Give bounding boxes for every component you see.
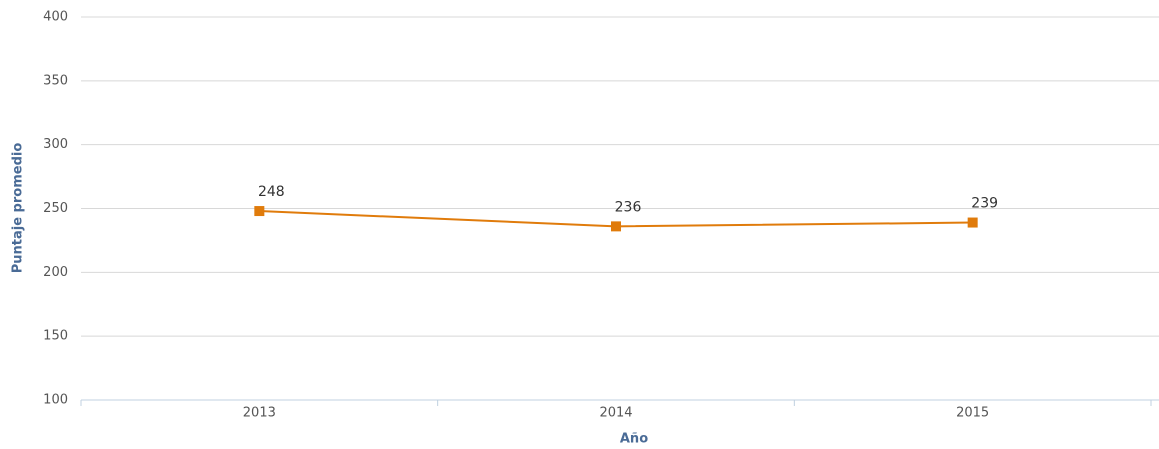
- data-label: 236: [615, 199, 642, 215]
- marker: [967, 217, 978, 228]
- x-tick-label: 2013: [243, 406, 276, 421]
- marker: [254, 206, 265, 217]
- data-label: 239: [971, 196, 998, 212]
- x-axis-title: Año: [620, 432, 648, 447]
- y-tick-label: 250: [43, 201, 68, 216]
- x-tick-label: 2015: [956, 406, 989, 421]
- x-tick-label: 2014: [599, 406, 632, 421]
- y-tick-label: 400: [43, 10, 68, 25]
- y-tick-label: 150: [43, 329, 68, 344]
- data-label: 248: [258, 184, 285, 200]
- y-tick-label: 200: [43, 265, 68, 280]
- y-tick-label: 100: [43, 393, 68, 408]
- marker: [611, 221, 621, 232]
- y-tick-label: 350: [43, 73, 68, 88]
- y-axis-title: Puntaje promedio: [11, 143, 26, 274]
- y-tick-label: 300: [43, 137, 68, 152]
